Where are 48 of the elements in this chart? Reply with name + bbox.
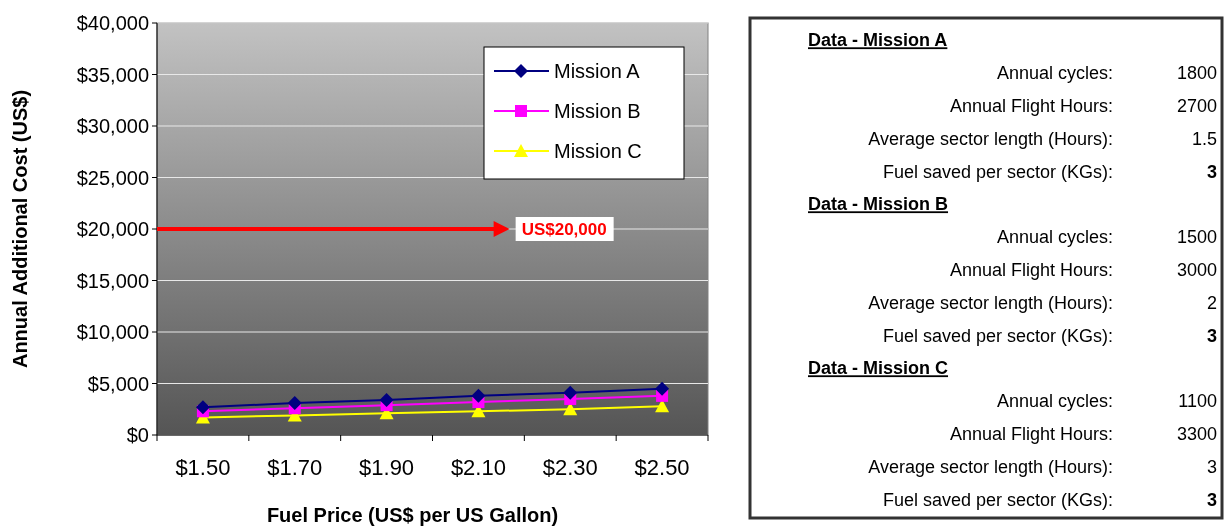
legend-label: Mission B (554, 100, 641, 122)
text: Fuel saved per sector (KGs): (882, 489, 1113, 510)
x-axis-title: Fuel Price (US$ per US Gallon) (266, 504, 559, 526)
text: 3 (1206, 325, 1217, 346)
text: 1500 (1176, 227, 1217, 248)
y-tick-label: $30,000 (76, 115, 149, 137)
text: Data - Mission B (808, 194, 949, 215)
ref-line-label: US$20,000 (521, 219, 607, 239)
y-tick-label: $20,000 (76, 218, 149, 240)
text: 2 (1206, 292, 1217, 313)
text: Annual Flight Hours: (949, 95, 1113, 116)
legend-label: Mission A (554, 60, 641, 82)
text: 3000 (1176, 259, 1217, 280)
text: Average sector length (Hours): (868, 456, 1113, 477)
text: Data - Mission C (808, 358, 949, 379)
x-tick-label: $1.70 (267, 455, 323, 480)
x-tick-label: $2.10 (450, 455, 506, 480)
text: Average sector length (Hours): (868, 292, 1113, 313)
y-tick-label: $40,000 (76, 12, 149, 34)
text: 3 (1206, 161, 1217, 182)
text: Annual Flight Hours: (949, 423, 1113, 444)
text: Annual cycles: (996, 391, 1113, 412)
text: Annual Flight Hours: (949, 259, 1113, 280)
text: Annual cycles: (996, 227, 1113, 248)
text: 3 (1206, 489, 1217, 510)
x-tick-label: $1.90 (359, 455, 415, 480)
text: Average sector length (Hours): (868, 128, 1113, 149)
text: 1.5 (1191, 128, 1217, 149)
text: 3300 (1176, 423, 1217, 444)
y-axis-title: Annual Additional Cost (US$) (9, 89, 31, 369)
y-tick-label: $5,000 (87, 372, 149, 395)
x-tick-label: $1.50 (175, 455, 231, 480)
text: 1800 (1176, 63, 1217, 84)
text: Data - Mission A (808, 30, 948, 51)
legend-label: Mission C (554, 140, 642, 162)
text: Fuel saved per sector (KGs): (882, 325, 1113, 346)
y-tick-label: $0 (126, 424, 149, 446)
y-tick-label: $25,000 (76, 166, 149, 189)
text: Annual cycles: (996, 63, 1113, 84)
x-tick-label: $2.50 (634, 455, 690, 480)
y-tick-label: $10,000 (76, 321, 149, 343)
y-tick-label: $15,000 (76, 269, 149, 292)
text: 3 (1206, 456, 1217, 477)
text: 2700 (1176, 95, 1217, 116)
text: 1100 (1178, 391, 1217, 412)
text: Fuel saved per sector (KGs): (882, 161, 1113, 182)
y-tick-label: $35,000 (76, 63, 149, 86)
x-tick-label: $2.30 (542, 455, 598, 480)
